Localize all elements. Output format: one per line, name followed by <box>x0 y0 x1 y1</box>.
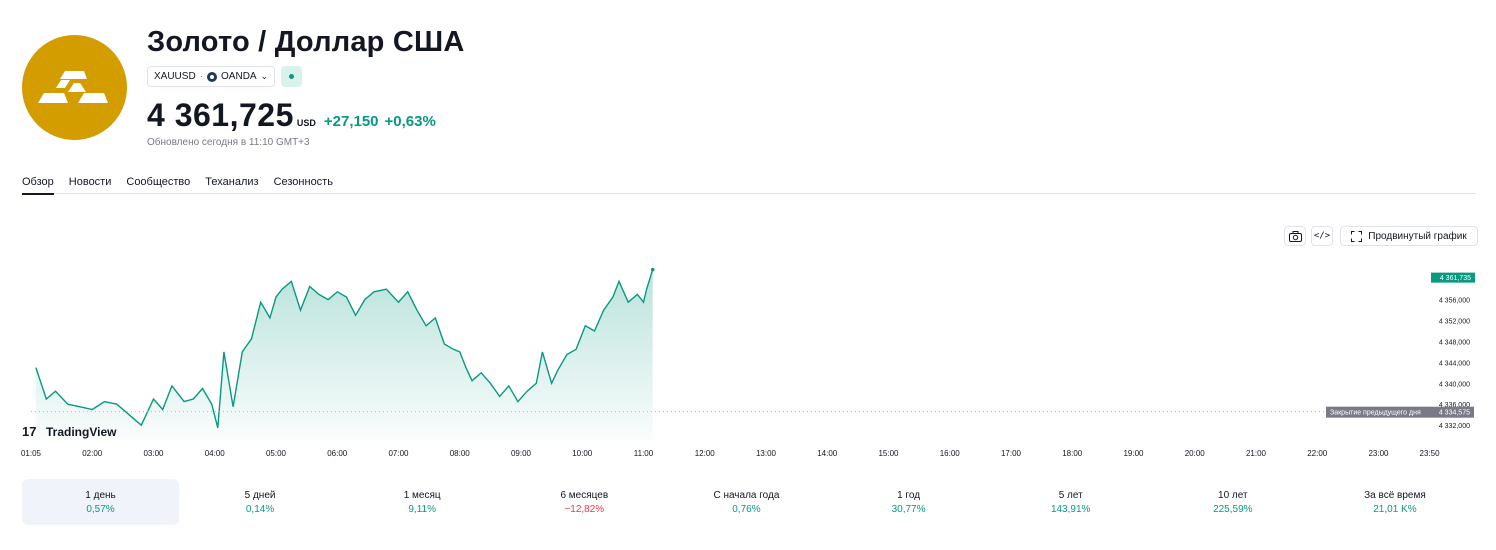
x-tick-label: 21:00 <box>1246 449 1267 458</box>
price-change: +27,150 <box>323 113 379 130</box>
tab-overview[interactable]: Обзор <box>22 176 54 195</box>
x-tick-label: 11:00 <box>634 449 654 458</box>
gold-bars-icon <box>22 35 127 140</box>
period-label: 5 дней <box>244 489 276 501</box>
period-change: 0,14% <box>245 503 275 515</box>
last-price-label: 4 361,735 <box>1440 275 1471 282</box>
x-tick-label: 14:00 <box>817 449 838 458</box>
symbol-label: XAUUSD <box>154 71 196 82</box>
period-label: За всё время <box>1364 489 1426 501</box>
period-label: 1 год <box>897 489 921 501</box>
last-price-badge: 4 361,735 <box>1431 272 1475 283</box>
x-tick-label: 10:00 <box>572 449 593 458</box>
price-area <box>35 269 653 440</box>
x-tick-label: 17:00 <box>1001 449 1022 458</box>
period-0[interactable]: 1 день 0,57% <box>22 479 179 525</box>
period-6[interactable]: 5 лет 143,91% <box>990 479 1152 525</box>
period-label: 1 день <box>85 489 116 501</box>
period-4[interactable]: С начала года 0,76% <box>665 479 827 525</box>
price-change-percent: +0,63% <box>384 113 436 130</box>
prev-close-badge: Закрытие предыдущего дня 4 334,575 <box>1326 406 1474 418</box>
advanced-chart-label: Продвинутый график <box>1368 230 1467 242</box>
separator-dot: · <box>199 71 204 82</box>
period-3[interactable]: 6 месяцев −12,82% <box>503 479 665 525</box>
x-tick-label: 23:00 <box>1368 449 1389 458</box>
screenshot-button[interactable] <box>1284 226 1306 246</box>
period-change: −12,82% <box>564 503 605 515</box>
tab-seasonality[interactable]: Сезонность <box>273 176 333 188</box>
code-icon: </> <box>1313 231 1331 241</box>
tradingview-brand: TradingView <box>46 425 117 439</box>
prev-close-label: Закрытие предыдущего дня <box>1330 410 1421 417</box>
updated-timestamp: Обновлено сегодня в 11:10 GMT+3 <box>147 137 310 148</box>
performance-periods: 1 день 0,57% 5 дней 0,14% 1 месяц 9,11% 6 меся… <box>22 479 1476 525</box>
exchange-label: OANDA <box>221 71 257 82</box>
tab-technicals[interactable]: Теханализ <box>205 176 259 188</box>
y-tick-label: 4 336,000 <box>1439 402 1470 409</box>
period-label: С начала года <box>713 489 780 501</box>
symbol-exchange-selector[interactable]: XAUUSD · OANDA ⌄ <box>147 66 276 87</box>
x-tick-label: 15:00 <box>878 449 899 458</box>
x-tick-label: 23:50 <box>1420 449 1441 458</box>
period-change: 21,01 K% <box>1373 503 1417 515</box>
period-1[interactable]: 5 дней 0,14% <box>179 479 341 525</box>
y-tick-label: 4 340,000 <box>1439 381 1470 388</box>
y-tick-label: 4 332,000 <box>1439 423 1470 430</box>
y-tick-label: 4 348,000 <box>1439 339 1470 346</box>
period-change: 143,91% <box>1050 503 1091 515</box>
tab-community[interactable]: Сообщество <box>126 176 191 188</box>
y-tick-label: 4 352,000 <box>1439 319 1470 326</box>
x-tick-label: 19:00 <box>1123 449 1144 458</box>
chevron-down-icon: ⌄ <box>260 71 269 81</box>
prev-close-value: 4 334,575 <box>1439 410 1470 417</box>
x-tick-label: 03:00 <box>143 449 164 458</box>
page-title: Золото / Доллар США <box>147 26 465 58</box>
price-line <box>35 269 654 428</box>
period-label: 10 лет <box>1218 489 1248 501</box>
period-change: 0,57% <box>86 503 115 515</box>
oanda-logo-icon <box>207 71 218 82</box>
period-5[interactable]: 1 год 30,77% <box>828 479 990 525</box>
period-2[interactable]: 1 месяц 9,11% <box>341 479 503 525</box>
x-tick-label: 18:00 <box>1062 449 1083 458</box>
x-tick-label: 04:00 <box>205 449 226 458</box>
x-tick-label: 01:05 <box>21 449 42 458</box>
tradingview-logo: 17 TradingView <box>22 424 117 439</box>
tab-news[interactable]: Новости <box>68 176 112 188</box>
fullscreen-icon <box>1351 230 1363 242</box>
x-tick-label: 02:00 <box>82 449 103 458</box>
period-7[interactable]: 10 лет 225,59% <box>1152 479 1314 525</box>
tradingview-logo-icon: 17 <box>22 424 36 439</box>
period-change: 225,59% <box>1213 503 1253 515</box>
x-tick-label: 05:00 <box>266 449 287 458</box>
period-label: 1 месяц <box>403 489 441 501</box>
status-dot-icon <box>289 74 295 79</box>
x-tick-label: 20:00 <box>1185 449 1206 458</box>
period-label: 6 месяцев <box>560 489 609 501</box>
camera-icon <box>1288 230 1302 242</box>
advanced-chart-button[interactable]: Продвинутый график <box>1340 226 1478 246</box>
period-label: 5 лет <box>1058 489 1083 501</box>
embed-button[interactable]: </> <box>1311 226 1333 246</box>
period-change: 0,76% <box>732 503 761 515</box>
x-tick-label: 22:00 <box>1307 449 1328 458</box>
x-tick-label: 16:00 <box>940 449 961 458</box>
x-tick-label: 13:00 <box>756 449 777 458</box>
period-change: 30,77% <box>891 503 926 515</box>
currency-label: USD <box>296 118 316 128</box>
period-8[interactable]: За всё время 21,01 K% <box>1314 479 1476 525</box>
x-tick-label: 12:00 <box>695 449 716 458</box>
tab-bar: Обзор Новости Сообщество Теханализ Сезон… <box>22 176 1476 195</box>
x-tick-label: 06:00 <box>327 449 348 458</box>
period-change: 9,11% <box>408 503 436 515</box>
market-status-badge[interactable] <box>281 66 303 87</box>
y-tick-label: 4 344,000 <box>1439 360 1470 367</box>
x-tick-label: 08:00 <box>450 449 471 458</box>
x-tick-label: 07:00 <box>388 449 409 458</box>
y-tick-label: 4 356,000 <box>1439 298 1470 305</box>
last-point <box>650 267 655 272</box>
current-price: 4 361,725 <box>147 97 294 133</box>
x-tick-label: 09:00 <box>511 449 532 458</box>
price-chart[interactable]: 01:05 02:00 03:00 04:00 05:00 06:00 07:00 08:00… <box>0 250 1496 465</box>
